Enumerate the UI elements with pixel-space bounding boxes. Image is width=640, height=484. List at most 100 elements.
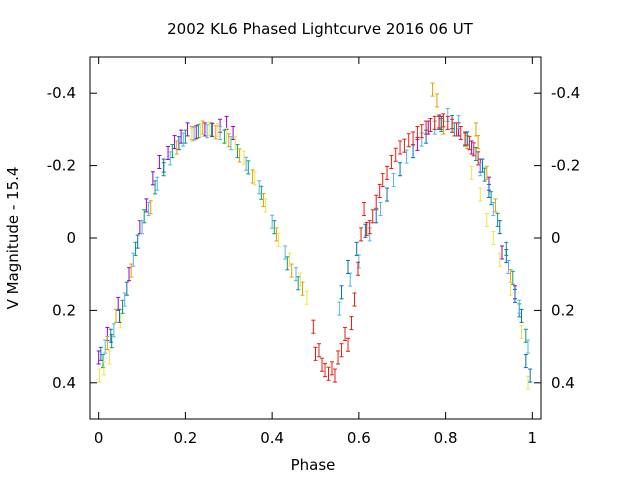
y-tick-label-right: 0.2 bbox=[551, 301, 575, 319]
data-point bbox=[329, 361, 334, 376]
data-point bbox=[263, 198, 268, 213]
data-point bbox=[362, 202, 367, 217]
data-point bbox=[150, 171, 155, 186]
data-point bbox=[270, 214, 275, 229]
data-point bbox=[354, 241, 359, 256]
data-point bbox=[480, 158, 485, 173]
data-series bbox=[97, 121, 530, 390]
data-point bbox=[140, 220, 145, 235]
data-point bbox=[465, 131, 470, 146]
data-point bbox=[476, 135, 481, 150]
data-point bbox=[98, 346, 103, 361]
data-point bbox=[300, 281, 305, 296]
data-point bbox=[432, 115, 437, 130]
data-point bbox=[272, 220, 277, 235]
data-point bbox=[209, 122, 214, 137]
plot-frame bbox=[89, 56, 542, 420]
data-point bbox=[146, 202, 151, 217]
data-point bbox=[276, 232, 281, 247]
data-point bbox=[495, 212, 500, 227]
x-tick-label: 0.4 bbox=[260, 429, 284, 447]
data-point bbox=[385, 165, 390, 180]
y-axis-label: V Magnitude - 15.4 bbox=[4, 167, 22, 310]
data-point bbox=[244, 156, 249, 171]
data-point bbox=[454, 122, 459, 137]
data-point bbox=[103, 339, 108, 354]
data-point bbox=[316, 343, 321, 358]
y-tick-label-left: 0.2 bbox=[52, 301, 76, 319]
data-point bbox=[283, 245, 288, 260]
data-point bbox=[274, 227, 279, 242]
data-point bbox=[504, 249, 509, 264]
data-point bbox=[179, 129, 184, 144]
data-point bbox=[170, 144, 175, 159]
data-point bbox=[97, 368, 102, 383]
data-point bbox=[393, 147, 398, 162]
data-point bbox=[207, 121, 212, 136]
data-point bbox=[478, 187, 483, 202]
data-point bbox=[411, 144, 416, 159]
x-tick-label: 0.6 bbox=[347, 429, 371, 447]
data-point bbox=[398, 140, 403, 155]
data-point bbox=[484, 165, 489, 180]
data-point bbox=[116, 296, 121, 311]
data-point bbox=[122, 292, 127, 307]
data-point bbox=[404, 149, 409, 164]
data-point bbox=[370, 209, 375, 224]
data-point bbox=[124, 281, 129, 296]
data-point bbox=[235, 144, 240, 159]
data-point bbox=[133, 241, 138, 256]
data-point bbox=[374, 209, 379, 224]
data-point bbox=[168, 151, 173, 166]
data-point bbox=[367, 220, 372, 235]
data-point bbox=[224, 115, 229, 130]
data-point bbox=[385, 187, 390, 202]
data-point bbox=[437, 114, 442, 129]
data-point bbox=[426, 120, 431, 135]
data-point bbox=[484, 212, 489, 227]
data-point bbox=[135, 234, 140, 249]
data-point bbox=[323, 363, 328, 378]
data-point bbox=[313, 346, 318, 361]
data-point bbox=[471, 142, 476, 157]
data-point bbox=[380, 173, 385, 188]
data-point bbox=[348, 272, 353, 287]
data-point bbox=[241, 150, 246, 165]
y-tick-label-right: 0 bbox=[551, 229, 561, 247]
data-point bbox=[356, 254, 361, 269]
data-point bbox=[127, 267, 132, 282]
data-point bbox=[378, 202, 383, 217]
data-point bbox=[439, 118, 444, 133]
data-point bbox=[194, 125, 199, 140]
data-point bbox=[337, 301, 342, 316]
data-point bbox=[183, 129, 188, 144]
data-point bbox=[452, 122, 457, 137]
data-point bbox=[339, 343, 344, 358]
data-point bbox=[200, 120, 205, 135]
data-point bbox=[289, 263, 294, 278]
y-tick-label-left: 0.4 bbox=[52, 374, 76, 392]
data-point bbox=[96, 350, 101, 365]
data-point bbox=[493, 198, 498, 213]
data-point bbox=[129, 263, 134, 278]
data-point bbox=[469, 165, 474, 180]
x-axis-label: Phase bbox=[291, 456, 336, 474]
data-point bbox=[246, 160, 251, 175]
data-point bbox=[441, 113, 446, 128]
x-tick-label: 0.2 bbox=[173, 429, 197, 447]
x-tick-label: 0 bbox=[94, 429, 104, 447]
data-point bbox=[172, 135, 177, 150]
data-point bbox=[107, 350, 112, 365]
data-point bbox=[155, 176, 160, 191]
data-point bbox=[508, 281, 513, 296]
data-point bbox=[166, 145, 171, 160]
data-point bbox=[458, 126, 463, 141]
data-point bbox=[398, 162, 403, 177]
data-point bbox=[491, 202, 496, 217]
data-point bbox=[476, 151, 481, 166]
data-point bbox=[374, 194, 379, 209]
data-point bbox=[228, 136, 233, 151]
data-point bbox=[222, 129, 227, 144]
